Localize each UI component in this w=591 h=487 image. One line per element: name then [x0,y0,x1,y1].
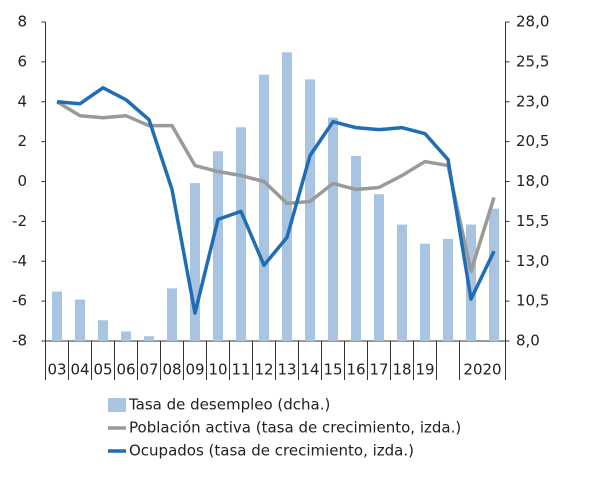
x-tick-label: 12 [254,361,273,379]
y2-tick-label: 25,5 [516,52,549,70]
y-tick-label: 8 [17,13,27,31]
bar [121,331,131,341]
bar [259,74,269,341]
bar [305,79,315,342]
x-tick-label: 08 [162,361,181,379]
legend-label: Tasa de desempleo (dcha.) [128,396,330,414]
y-tick-label: 4 [17,92,27,110]
y-tick-label: -8 [12,332,27,350]
bar [420,243,430,341]
x-tick-label: 05 [93,361,112,379]
legend-swatch [108,398,126,412]
y-tick-label: 6 [17,52,27,70]
bar [144,336,154,341]
x-tick-label: 07 [139,361,158,379]
y-tick-label: -2 [12,212,27,230]
x-tick-label: 17 [369,361,388,379]
y2-tick-label: 10,5 [516,292,549,310]
legend-label: Población activa (tasa de crecimiento, i… [129,419,461,437]
bar [98,320,108,341]
y-tick-label: 0 [17,172,27,190]
y2-tick-label: 28,0 [516,13,549,31]
x-tick-label: 15 [323,361,342,379]
x-tick-label: 04 [70,361,89,379]
y-tick-label: 2 [17,132,27,150]
bar [374,194,384,341]
bar [397,224,407,341]
x-tick-label: 03 [47,361,66,379]
bar [351,155,361,341]
y2-tick-label: 8,0 [516,332,540,350]
y-tick-label: -6 [12,292,27,310]
y2-tick-label: 20,5 [516,132,549,150]
x-tick-label: 19 [415,361,434,379]
x-tick-label: 14 [300,361,319,379]
bar [52,291,62,341]
x-tick-label: 2020 [463,361,501,379]
bar [466,224,476,341]
legend-label: Ocupados (tasa de crecimiento, izda.) [129,442,414,460]
y2-tick-label: 18,0 [516,172,549,190]
x-tick-label: 06 [116,361,135,379]
x-tick-label: 10 [208,361,227,379]
bar [489,208,499,341]
x-tick-label: 18 [392,361,411,379]
y-tick-label: -4 [12,252,27,270]
bar [213,151,223,341]
bar [167,288,177,341]
bar [282,52,292,342]
bar [328,117,338,341]
x-tick-label: 16 [346,361,365,379]
x-tick-label: 11 [231,361,250,379]
bar [236,127,246,342]
line [56,86,496,315]
y2-tick-label: 23,0 [516,92,549,110]
y2-tick-label: 13,0 [516,252,549,270]
x-tick-label: 13 [277,361,296,379]
bar [75,299,85,341]
y2-tick-label: 15,5 [516,212,549,230]
line [56,100,496,273]
x-tick-label: 09 [185,361,204,379]
bar [190,183,200,341]
bar [443,238,453,341]
